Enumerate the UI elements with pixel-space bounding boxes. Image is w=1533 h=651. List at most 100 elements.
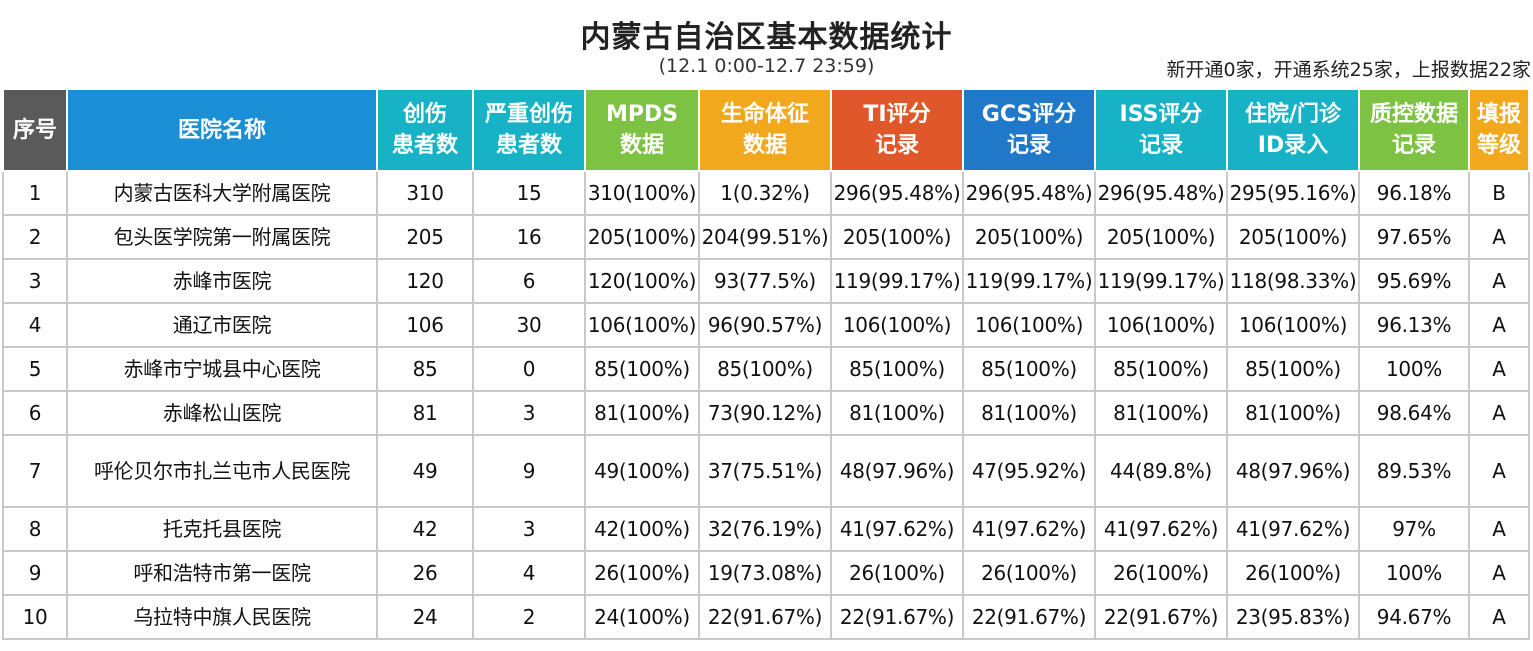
cell-hospital-name: 通辽市医院	[66, 302, 378, 348]
cell-index: 7	[2, 434, 68, 508]
table-row: 9 呼和浩特市第一医院 26 4 26(100%) 19(73.08%) 26(100%) 2…	[2, 550, 1530, 596]
cell-grade: A	[1468, 506, 1530, 552]
cell-hospital-name: 内蒙古医科大学附属医院	[66, 170, 378, 216]
table-row: 4 通辽市医院 106 30 106(100%) 96(90.57%) 106(100%) 1…	[2, 302, 1530, 348]
cell-gcs-score: 81(100%)	[962, 390, 1096, 436]
cell-severe-trauma-patients: 3	[472, 506, 586, 552]
cell-qc-data: 96.18%	[1358, 170, 1470, 216]
cell-ti-score: 205(100%)	[830, 214, 964, 260]
table-row: 5 赤峰市宁城县中心医院 85 0 85(100%) 85(100%) 85(100%) 85…	[2, 346, 1530, 392]
col-header-severe-trauma-patients: 严重创伤 患者数	[472, 88, 586, 172]
cell-hospital-name: 呼和浩特市第一医院	[66, 550, 378, 596]
cell-mpds: 205(100%)	[584, 214, 700, 260]
cell-iss-score: 85(100%)	[1094, 346, 1228, 392]
cell-iss-score: 296(95.48%)	[1094, 170, 1228, 216]
cell-gcs-score: 26(100%)	[962, 550, 1096, 596]
cell-ti-score: 106(100%)	[830, 302, 964, 348]
cell-hospital-name: 托克托县医院	[66, 506, 378, 552]
date-range: (12.1 0:00-12.7 23:59)	[658, 55, 875, 77]
cell-gcs-score: 119(99.17%)	[962, 258, 1096, 304]
cell-patient-id: 81(100%)	[1226, 390, 1360, 436]
col-header-hospital-name: 医院名称	[66, 88, 378, 172]
cell-iss-score: 44(89.8%)	[1094, 434, 1228, 508]
cell-patient-id: 205(100%)	[1226, 214, 1360, 260]
table-row: 3 赤峰市医院 120 6 120(100%) 93(77.5%) 119(99.17%) 1…	[2, 258, 1530, 304]
cell-trauma-patients: 106	[376, 302, 474, 348]
cell-qc-data: 100%	[1358, 346, 1470, 392]
cell-trauma-patients: 26	[376, 550, 474, 596]
cell-qc-data: 97.65%	[1358, 214, 1470, 260]
cell-gcs-score: 205(100%)	[962, 214, 1096, 260]
cell-qc-data: 96.13%	[1358, 302, 1470, 348]
cell-patient-id: 106(100%)	[1226, 302, 1360, 348]
cell-severe-trauma-patients: 16	[472, 214, 586, 260]
cell-grade: A	[1468, 258, 1530, 304]
cell-qc-data: 98.64%	[1358, 390, 1470, 436]
col-header-trauma-patients: 创伤 患者数	[376, 88, 474, 172]
col-header-vital-signs: 生命体征 数据	[698, 88, 832, 172]
cell-grade: A	[1468, 390, 1530, 436]
cell-vital-signs: 73(90.12%)	[698, 390, 832, 436]
cell-ti-score: 81(100%)	[830, 390, 964, 436]
cell-index: 6	[2, 390, 68, 436]
cell-trauma-patients: 85	[376, 346, 474, 392]
cell-grade: A	[1468, 434, 1530, 508]
cell-gcs-score: 296(95.48%)	[962, 170, 1096, 216]
cell-severe-trauma-patients: 2	[472, 594, 586, 640]
cell-iss-score: 22(91.67%)	[1094, 594, 1228, 640]
cell-gcs-score: 47(95.92%)	[962, 434, 1096, 508]
cell-ti-score: 22(91.67%)	[830, 594, 964, 640]
cell-index: 3	[2, 258, 68, 304]
cell-mpds: 26(100%)	[584, 550, 700, 596]
cell-hospital-name: 乌拉特中旗人民医院	[66, 594, 378, 640]
cell-index: 9	[2, 550, 68, 596]
cell-vital-signs: 32(76.19%)	[698, 506, 832, 552]
col-header-mpds: MPDS 数据	[584, 88, 700, 172]
table-row: 7 呼伦贝尔市扎兰屯市人民医院 49 9 49(100%) 37(75.51%) 48(97…	[2, 434, 1530, 508]
cell-grade: A	[1468, 214, 1530, 260]
cell-ti-score: 119(99.17%)	[830, 258, 964, 304]
cell-qc-data: 95.69%	[1358, 258, 1470, 304]
cell-vital-signs: 22(91.67%)	[698, 594, 832, 640]
cell-index: 8	[2, 506, 68, 552]
cell-index: 1	[2, 170, 68, 216]
cell-iss-score: 41(97.62%)	[1094, 506, 1228, 552]
cell-iss-score: 26(100%)	[1094, 550, 1228, 596]
cell-patient-id: 118(98.33%)	[1226, 258, 1360, 304]
col-header-index: 序号	[2, 88, 68, 172]
cell-mpds: 310(100%)	[584, 170, 700, 216]
cell-severe-trauma-patients: 9	[472, 434, 586, 508]
table-row: 10 乌拉特中旗人民医院 24 2 24(100%) 22(91.67%) 22(91.67…	[2, 594, 1530, 640]
page-title: 内蒙古自治区基本数据统计	[580, 20, 953, 55]
cell-ti-score: 48(97.96%)	[830, 434, 964, 508]
cell-vital-signs: 19(73.08%)	[698, 550, 832, 596]
cell-hospital-name: 包头医学院第一附属医院	[66, 214, 378, 260]
cell-qc-data: 97%	[1358, 506, 1470, 552]
cell-mpds: 85(100%)	[584, 346, 700, 392]
cell-grade: B	[1468, 170, 1530, 216]
cell-trauma-patients: 81	[376, 390, 474, 436]
cell-patient-id: 26(100%)	[1226, 550, 1360, 596]
cell-qc-data: 94.67%	[1358, 594, 1470, 640]
cell-patient-id: 85(100%)	[1226, 346, 1360, 392]
cell-index: 2	[2, 214, 68, 260]
cell-index: 10	[2, 594, 68, 640]
cell-iss-score: 119(99.17%)	[1094, 258, 1228, 304]
cell-patient-id: 295(95.16%)	[1226, 170, 1360, 216]
cell-vital-signs: 204(99.51%)	[698, 214, 832, 260]
cell-vital-signs: 37(75.51%)	[698, 434, 832, 508]
cell-severe-trauma-patients: 30	[472, 302, 586, 348]
cell-iss-score: 106(100%)	[1094, 302, 1228, 348]
cell-vital-signs: 96(90.57%)	[698, 302, 832, 348]
cell-mpds: 81(100%)	[584, 390, 700, 436]
cell-severe-trauma-patients: 4	[472, 550, 586, 596]
cell-grade: A	[1468, 594, 1530, 640]
col-header-qc-data: 质控数据 记录	[1358, 88, 1470, 172]
cell-hospital-name: 赤峰市医院	[66, 258, 378, 304]
summary-text: 新开通0家，开通系统25家，上报数据22家	[1166, 59, 1531, 81]
table-row: 6 赤峰松山医院 81 3 81(100%) 73(90.12%) 81(100%) 81(1…	[2, 390, 1530, 436]
cell-severe-trauma-patients: 3	[472, 390, 586, 436]
cell-severe-trauma-patients: 6	[472, 258, 586, 304]
cell-patient-id: 41(97.62%)	[1226, 506, 1360, 552]
cell-trauma-patients: 42	[376, 506, 474, 552]
